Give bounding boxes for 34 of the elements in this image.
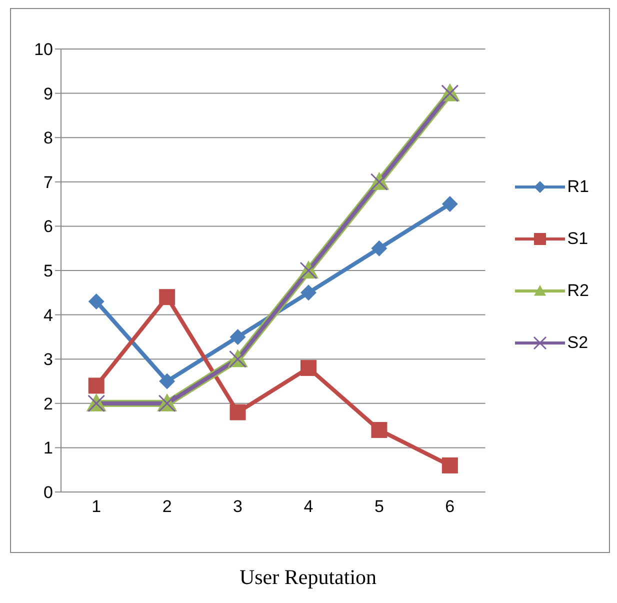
point	[230, 404, 246, 420]
point	[300, 284, 316, 301]
point	[371, 422, 388, 438]
y-tick-label: 1	[44, 438, 53, 458]
point	[159, 289, 176, 306]
y-tick-label: 3	[44, 350, 53, 370]
y-tick-label: 0	[44, 483, 53, 502]
legend-label: R2	[567, 280, 589, 300]
y-tick-label: 2	[44, 394, 53, 414]
x-tick-label: 1	[92, 497, 102, 516]
y-tick-label: 4	[44, 306, 53, 325]
legend-label: R1	[567, 176, 589, 196]
x-tick-label: 3	[233, 497, 243, 516]
legend-label: S2	[567, 332, 588, 352]
point	[88, 378, 104, 394]
legend-label: S1	[567, 228, 588, 248]
y-tick-label: 10	[34, 40, 53, 60]
point	[230, 328, 246, 345]
x-tick-label: 4	[304, 497, 314, 516]
y-tick-label: 9	[44, 84, 53, 104]
point	[371, 240, 388, 256]
y-tick-label: 8	[44, 128, 53, 148]
point	[88, 294, 104, 310]
point	[159, 373, 176, 390]
point	[300, 360, 316, 376]
point	[442, 457, 458, 474]
x-tick-label: 5	[374, 497, 384, 516]
point	[442, 196, 458, 212]
y-tick-label: 5	[44, 262, 53, 281]
x-axis-title: User Reputation	[238, 565, 378, 590]
y-tick-label: 6	[44, 217, 53, 236]
y-tick-label: 7	[44, 172, 53, 192]
x-tick-label: 6	[445, 497, 455, 516]
x-tick-label: 2	[162, 497, 172, 516]
